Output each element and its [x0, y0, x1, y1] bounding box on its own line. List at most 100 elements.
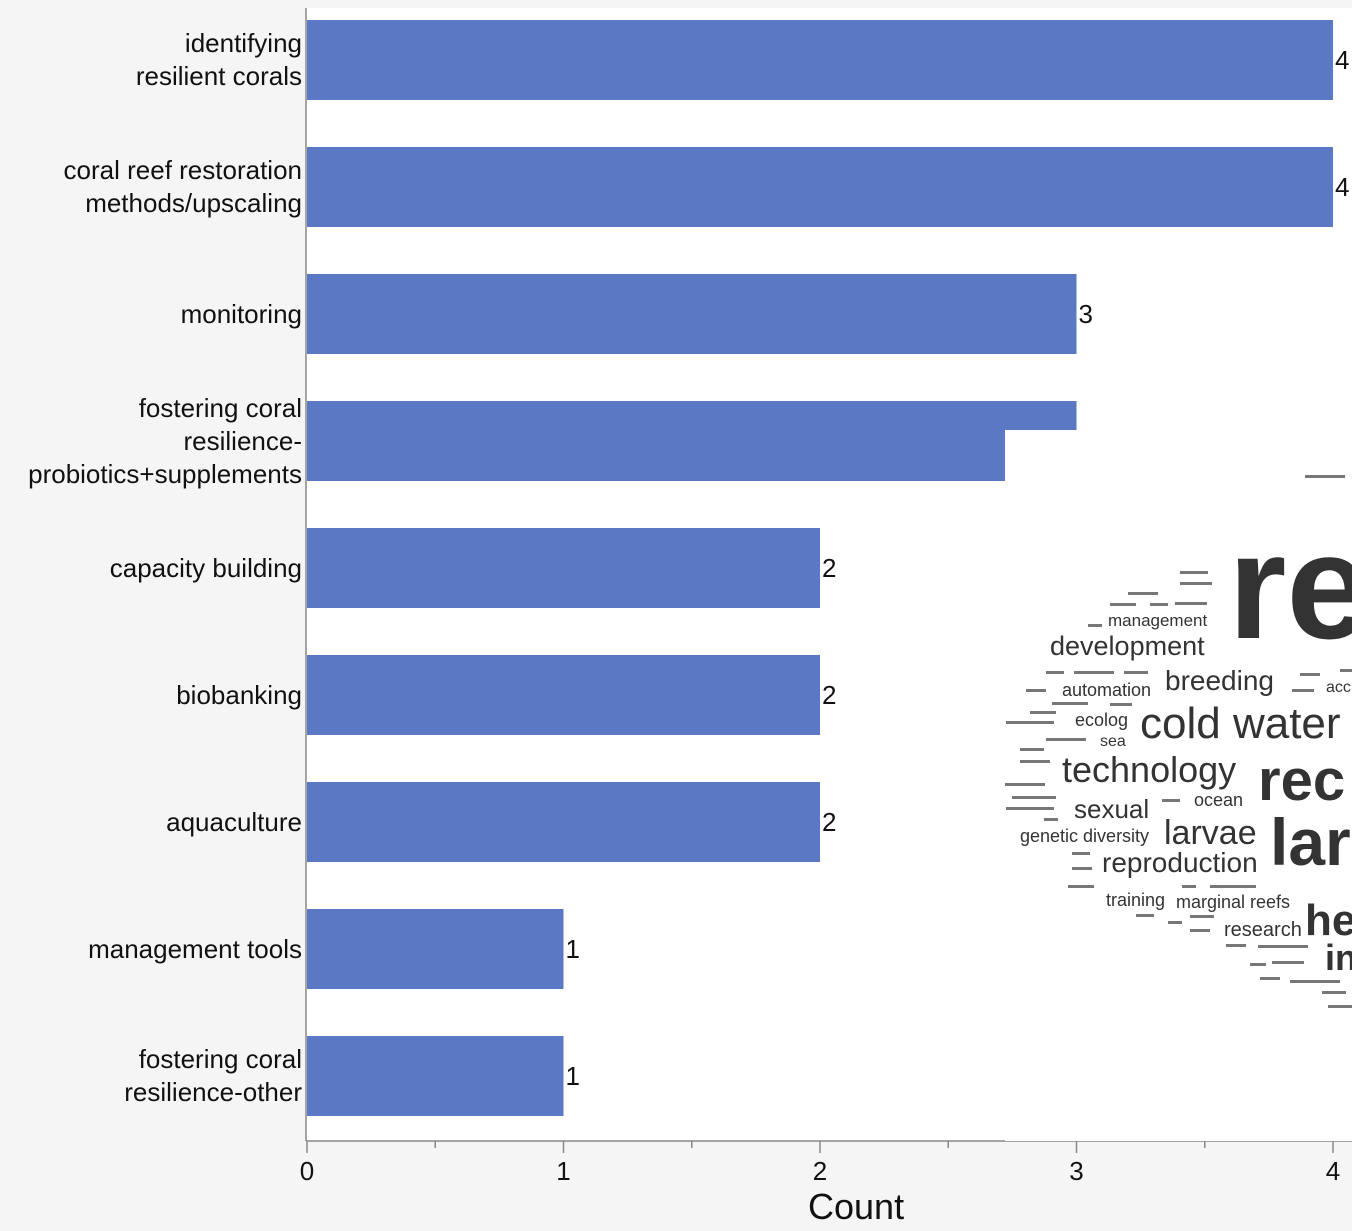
cloud-word: larvae [1164, 814, 1257, 852]
value-label-5: 2 [822, 680, 836, 710]
cloud-word: re [1228, 502, 1352, 670]
cloud-filler-word [1340, 669, 1352, 672]
cloud-filler-word [1052, 702, 1088, 705]
bar-5 [307, 655, 820, 735]
value-label-2: 3 [1079, 299, 1093, 329]
cloud-filler-word [1180, 582, 1212, 585]
cloud-word: genetic diversity [1020, 826, 1149, 846]
cloud-filler-word [1046, 738, 1086, 741]
cloud-word: ocean [1194, 790, 1243, 810]
bar-1 [307, 147, 1333, 227]
category-label-3: fostering coral resilience- probiotics+s… [28, 392, 302, 489]
cloud-filler-word [1290, 980, 1340, 983]
bar-2 [307, 274, 1077, 354]
cloud-word: acc [1326, 679, 1351, 696]
cloud-word: he [1305, 896, 1352, 945]
cloud-filler-word [1072, 867, 1092, 870]
cloud-filler-word [1168, 921, 1182, 924]
cloud-filler-word [1258, 945, 1308, 948]
cloud-filler-word [1182, 885, 1196, 888]
cloud-filler-word [1124, 671, 1148, 674]
bar-6 [307, 782, 820, 862]
category-label-2: monitoring [180, 298, 302, 329]
x-tick-label-2: 2 [813, 1156, 827, 1186]
cloud-filler-word [1006, 807, 1054, 810]
cloud-word: cold water [1140, 699, 1341, 748]
cloud-word: automation [1062, 680, 1151, 700]
x-tick-label-0: 0 [300, 1156, 314, 1186]
cloud-filler-word [1005, 783, 1045, 786]
value-label-8: 1 [566, 1061, 580, 1091]
cloud-filler-word [1088, 624, 1102, 627]
cloud-filler-word [1175, 602, 1207, 605]
category-label-0: identifying resilient corals [135, 28, 302, 91]
bar-7 [307, 909, 564, 989]
cloud-word: training [1106, 890, 1165, 910]
cloud-filler-word [1210, 885, 1256, 888]
cloud-filler-word [1150, 603, 1168, 606]
cloud-word: research [1224, 919, 1302, 941]
cloud-filler-word [1250, 963, 1266, 966]
cloud-word: reproduction [1102, 847, 1258, 878]
cloud-filler-word [1020, 748, 1044, 751]
cloud-filler-word [1026, 689, 1046, 692]
category-label-6: aquaculture [166, 806, 302, 837]
cloud-filler-word [1110, 703, 1132, 706]
cloud-filler-word [1006, 721, 1054, 724]
cloud-filler-word [1190, 915, 1214, 918]
x-tick-label-4: 4 [1326, 1156, 1340, 1186]
cloud-filler-word [1020, 760, 1050, 763]
category-label-1: coral reef restoration methods/upscaling [63, 155, 302, 218]
cloud-word: sexual [1074, 794, 1149, 824]
bar-0 [307, 20, 1333, 100]
cloud-filler-word [1046, 671, 1064, 674]
cloud-filler-word [1272, 961, 1304, 964]
value-label-1: 4 [1335, 172, 1349, 202]
cloud-filler-word [1044, 818, 1058, 821]
cloud-word: sea [1100, 733, 1126, 750]
cloud-filler-word [1136, 914, 1154, 917]
cloud-word: technology [1062, 749, 1236, 790]
cloud-word: ecolog [1075, 710, 1128, 730]
cloud-filler-word [1110, 603, 1136, 606]
cloud-word: in [1325, 937, 1352, 978]
cloud-word: breeding [1165, 665, 1274, 696]
bar-8 [307, 1036, 564, 1116]
value-label-6: 2 [822, 807, 836, 837]
cloud-filler-word [1030, 711, 1056, 714]
cloud-filler-word [1128, 592, 1158, 595]
cloud-filler-word [1072, 852, 1090, 855]
value-label-4: 2 [822, 553, 836, 583]
value-label-0: 4 [1335, 45, 1349, 75]
cloud-word: marginal reefs [1176, 892, 1290, 912]
cloud-filler-word [1292, 689, 1314, 692]
cloud-filler-word [1068, 885, 1094, 888]
bar-3 [307, 401, 1077, 481]
category-label-5: biobanking [176, 679, 302, 710]
cloud-word: development [1050, 631, 1205, 661]
cloud-filler-word [1190, 929, 1210, 932]
category-label-4: capacity building [109, 552, 302, 583]
x-axis-label: Count [808, 1186, 905, 1227]
cloud-filler-word [1162, 799, 1180, 802]
cloud-filler-word [1322, 991, 1346, 994]
cloud-filler-word [1012, 796, 1056, 799]
cloud-word: lar [1270, 805, 1351, 879]
cloud-filler-word [1180, 571, 1208, 574]
x-tick-label-3: 3 [1069, 1156, 1083, 1186]
cloud-filler-word [1226, 944, 1246, 947]
x-tick-label-1: 1 [556, 1156, 570, 1186]
cloud-word: rec [1258, 748, 1345, 813]
bar-4 [307, 528, 820, 608]
value-label-7: 1 [566, 934, 580, 964]
cloud-filler-word [1305, 475, 1345, 478]
cloud-word: management [1108, 611, 1208, 630]
category-label-8: fostering coral resilience-other [124, 1044, 302, 1107]
cloud-filler-word [1300, 673, 1320, 676]
category-label-7: management tools [88, 933, 302, 964]
cloud-filler-word [1260, 977, 1280, 980]
cloud-filler-word [1328, 1005, 1352, 1008]
cloud-filler-word [1074, 671, 1114, 674]
